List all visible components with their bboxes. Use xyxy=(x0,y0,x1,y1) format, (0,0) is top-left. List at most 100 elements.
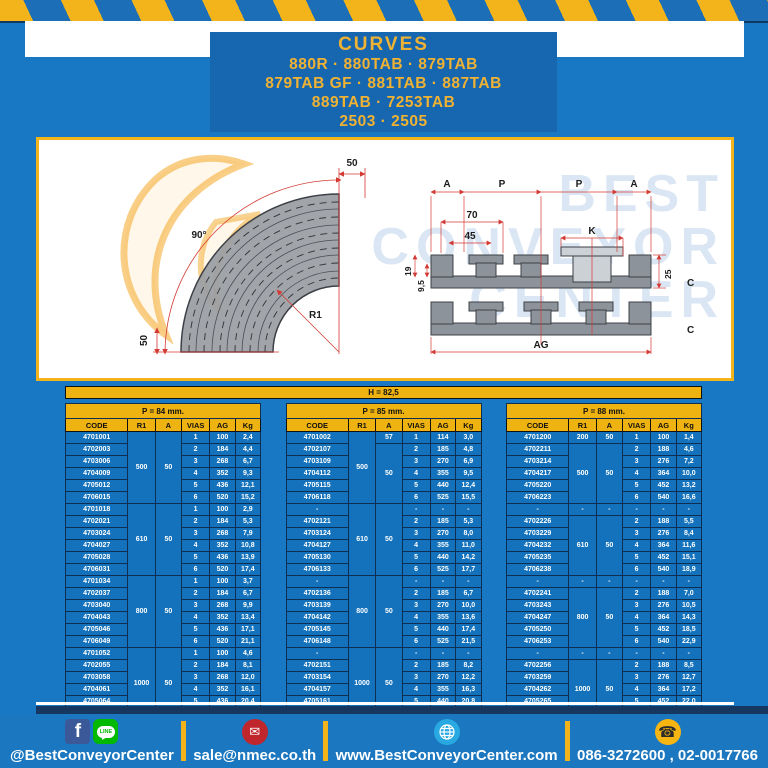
table-cell: 500 xyxy=(568,443,597,504)
table-cell: 525 xyxy=(429,491,457,504)
table-cell: 4706015 xyxy=(64,491,129,504)
column-header-row: CODE R1 A VIAS AG Kg xyxy=(64,418,262,432)
table-cell: 17,7 xyxy=(455,563,482,576)
table-cell: 4703058 xyxy=(64,671,129,684)
table-cell: 4705220 xyxy=(505,479,570,492)
table-cell: 452 xyxy=(650,479,677,492)
table-cell: 4703109 xyxy=(285,455,349,468)
column-header-r1: R1 xyxy=(127,418,156,432)
table-cell: 188 xyxy=(650,515,677,528)
table-cell: 4706148 xyxy=(285,635,349,648)
profile-dim-25: 25 xyxy=(663,269,673,279)
table-cell: - xyxy=(595,647,624,660)
phone-glyph: ☎ xyxy=(658,723,677,741)
table-cell: - xyxy=(455,503,482,516)
table-cell: 184 xyxy=(209,515,236,528)
table-cell: 5,3 xyxy=(455,515,482,528)
table-row: 4701002 500 57 1 114 3,0 xyxy=(285,431,482,504)
table-cell: 15,5 xyxy=(455,491,482,504)
table-cell: 2 xyxy=(401,443,431,456)
table-cell: 4704142 xyxy=(285,611,349,624)
model-line-3: 889TAB · 7253TAB xyxy=(311,93,456,111)
table-row: 4701200 200 50 1 100 1,4 xyxy=(505,431,703,444)
table-cell: 4 xyxy=(621,611,652,624)
table-cell: 184 xyxy=(209,659,236,672)
table-row: ------ xyxy=(505,647,703,660)
table-cell: 800 xyxy=(127,575,156,648)
table-row: 4704027 4 352 10,8 xyxy=(64,539,262,552)
table-cell: 2,4 xyxy=(234,431,262,444)
table-cell: - xyxy=(675,575,703,588)
table-cell: 5,5 xyxy=(675,515,703,528)
table-cell: 185 xyxy=(429,587,457,600)
table-cell: 525 xyxy=(429,563,457,576)
table-cell: - xyxy=(568,575,597,588)
spec-table-p88: P = 88 mm. CODE R1 A VIAS AG Kg 4701200 200 50 1… xyxy=(505,403,703,720)
profile-dim-a-right: A xyxy=(630,179,637,190)
table-cell: 5 xyxy=(180,479,211,492)
table-row: 4702021 2 184 5,3 xyxy=(64,515,262,528)
table-cell: - xyxy=(429,503,457,516)
table-cell: 2 xyxy=(401,515,431,528)
table-cell: 13,9 xyxy=(234,551,262,564)
table-cell: 11,6 xyxy=(675,539,703,552)
table-cell: 7,0 xyxy=(675,587,703,600)
table-cell: 4705012 xyxy=(64,479,129,492)
table-cell: 50 xyxy=(375,503,403,576)
table-cell: 4705145 xyxy=(285,623,349,636)
table-cell: - xyxy=(401,647,431,660)
table-cell: 436 xyxy=(209,551,236,564)
table-cell: 100 xyxy=(650,431,677,444)
table-cell: - xyxy=(568,503,597,516)
table-cell: 6,9 xyxy=(455,455,482,468)
table-cell: - xyxy=(429,647,457,660)
column-header-row: CODE R1 A VIAS AG Kg xyxy=(505,418,703,432)
table-cell: 270 xyxy=(429,599,457,612)
table-cell: 610 xyxy=(347,503,377,576)
table-cell: 21,5 xyxy=(455,635,482,648)
table-title-row: P = 84 mm. xyxy=(65,403,261,419)
table-cell: 50 xyxy=(595,587,624,648)
model-line-4: 2503 · 2505 xyxy=(339,112,428,130)
table-row: -610 50- - - xyxy=(285,503,482,576)
table-cell: 1,4 xyxy=(675,431,703,444)
table-cell: 50 xyxy=(375,575,403,648)
table-cell: - xyxy=(505,503,570,516)
table-cell: - xyxy=(621,503,652,516)
table-cell: 50 xyxy=(595,431,624,444)
table-cell: 6 xyxy=(180,635,211,648)
table-cell: 436 xyxy=(209,479,236,492)
table-cell: 5 xyxy=(401,623,431,636)
table-row: 4701034 800 50 1 100 3,7 xyxy=(64,575,262,648)
table-cell: 3 xyxy=(180,599,211,612)
table-cell: 440 xyxy=(429,479,457,492)
website-text: www.BestConveyorCenter.com xyxy=(335,746,558,764)
table-cell: 6,7 xyxy=(234,455,262,468)
table-cell: 9,5 xyxy=(455,467,482,480)
table-row: 4703139 3 270 10,0 xyxy=(285,599,482,612)
table-cell: 4,6 xyxy=(234,647,262,660)
table-cell: 4706118 xyxy=(285,491,349,504)
table-cell: 4701001 xyxy=(64,431,129,444)
table-cell: - xyxy=(285,503,349,516)
profile-dim-9-5: 9,5 xyxy=(416,280,426,292)
table-cell: 352 xyxy=(209,683,236,696)
table-cell: 14,2 xyxy=(455,551,482,564)
table-cell: 4701002 xyxy=(285,431,349,444)
table-cell: 364 xyxy=(650,683,677,696)
table-cell: 1 xyxy=(621,431,652,444)
table-title: P = 88 mm. xyxy=(506,403,702,419)
table-cell: 188 xyxy=(650,443,677,456)
table-cell: 4706049 xyxy=(64,635,129,648)
table-cell: 520 xyxy=(209,563,236,576)
table-cell: 8,1 xyxy=(234,659,262,672)
table-cell: 352 xyxy=(209,539,236,552)
table-cell: 3 xyxy=(621,599,652,612)
table-cell: 4704061 xyxy=(64,683,129,696)
table-row: 4702151 2 185 8,2 xyxy=(285,659,482,672)
table-row: 4702211 500 50 2 188 4,6 xyxy=(505,443,703,504)
table-cell: 13,6 xyxy=(455,611,482,624)
table-cell: 4702021 xyxy=(64,515,129,528)
title-badge: CURVES 880R · 880TAB · 879TAB 879TAB GF … xyxy=(210,32,557,132)
table-cell: 9,9 xyxy=(234,599,262,612)
